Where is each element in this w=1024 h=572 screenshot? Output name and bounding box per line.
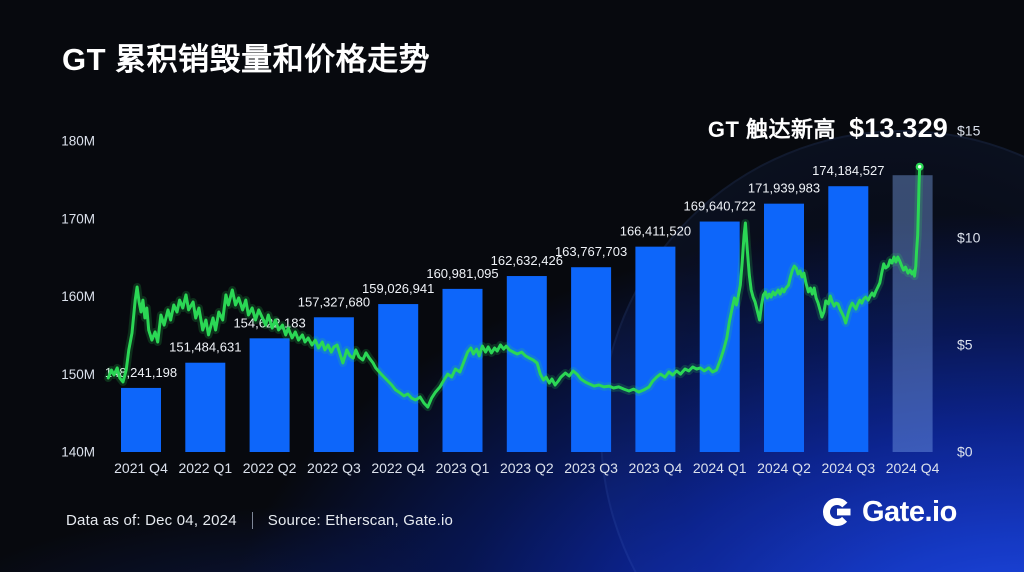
bar-value-label: 157,327,680	[298, 294, 370, 309]
burn-bar-2022-q1	[185, 362, 226, 452]
bar-value-label: 151,484,631	[169, 340, 241, 355]
gateio-logo-text: Gate.io	[862, 495, 957, 528]
x-axis-label: 2022 Q4	[371, 460, 425, 476]
x-axis-label: 2022 Q2	[243, 460, 297, 476]
gateio-logo-icon	[823, 498, 851, 526]
bar-value-label: 174,184,527	[812, 163, 884, 178]
bar-value-label: 171,939,983	[748, 181, 820, 196]
left-axis-tick: 150M	[61, 367, 95, 382]
x-axis-label: 2023 Q3	[564, 460, 618, 476]
burn-bar-2021-q4	[121, 387, 161, 452]
x-axis-label: 2022 Q3	[307, 460, 361, 476]
ath-annotation: GT 触达新高 $13.329	[708, 112, 948, 144]
x-axis-label: 2024 Q2	[757, 460, 811, 476]
x-axis-label: 2021 Q4	[114, 460, 168, 476]
x-axis-label: 2023 Q2	[500, 460, 554, 476]
burn-bar-2023-q3	[571, 267, 612, 452]
ath-annotation-price: $13.329	[849, 113, 948, 143]
left-axis-tick: 140M	[61, 445, 95, 460]
burn-bar-2024-q2	[764, 203, 804, 452]
gateio-brand: Gate.io	[820, 495, 957, 529]
ath-annotation-label: GT 触达新高	[707, 117, 836, 142]
x-axis-label: 2024 Q4	[886, 460, 940, 476]
burn-bar-2023-q2	[506, 276, 547, 452]
burn-bar-2023-q1	[442, 288, 483, 452]
footer: Data as of: Dec 04, 2024 Source: Ethersc…	[66, 512, 453, 529]
burn-bar-2022-q3	[313, 317, 354, 452]
burn-bar-2024-q3	[828, 186, 869, 452]
right-axis-tick: $5	[957, 337, 973, 353]
page-title: GT 累积销毁量和价格走势	[62, 42, 431, 77]
right-axis-tick: $10	[957, 230, 981, 246]
right-axis-tick: $0	[957, 444, 973, 460]
bar-value-label: 169,640,722	[684, 199, 756, 214]
bar-value-label: 162,632,426	[491, 253, 563, 268]
data-as-of-text: Data as of: Dec 04, 2024	[66, 512, 237, 529]
footer-divider	[251, 512, 253, 529]
bar-value-label: 148,241,198	[105, 365, 177, 380]
burn-bar-2024-q4	[892, 175, 933, 452]
x-axis-label: 2022 Q1	[178, 460, 232, 476]
price-latest-dot-core	[917, 165, 922, 169]
left-axis-tick: 180M	[61, 134, 95, 149]
right-axis-tick: $15	[957, 123, 981, 139]
bar-value-label: 166,411,520	[620, 224, 691, 239]
left-axis-tick: 160M	[61, 289, 95, 304]
x-axis-label: 2023 Q1	[436, 460, 490, 476]
burn-bar-2024-q1	[699, 221, 740, 452]
burn-bar-2022-q2	[249, 338, 290, 452]
price-line	[106, 165, 922, 409]
x-axis-label: 2024 Q3	[821, 460, 875, 476]
x-axis-label: 2024 Q1	[693, 460, 747, 476]
bar-value-label: 159,026,941	[362, 281, 434, 296]
left-axis-tick: 170M	[61, 211, 95, 226]
source-text: Source: Etherscan, Gate.io	[267, 512, 454, 529]
burn-bar-2023-q4	[635, 246, 676, 452]
bar-value-label: 163,767,703	[555, 244, 627, 259]
x-axis-label: 2023 Q4	[629, 460, 683, 476]
bar-value-label: 160,981,095	[426, 266, 498, 281]
